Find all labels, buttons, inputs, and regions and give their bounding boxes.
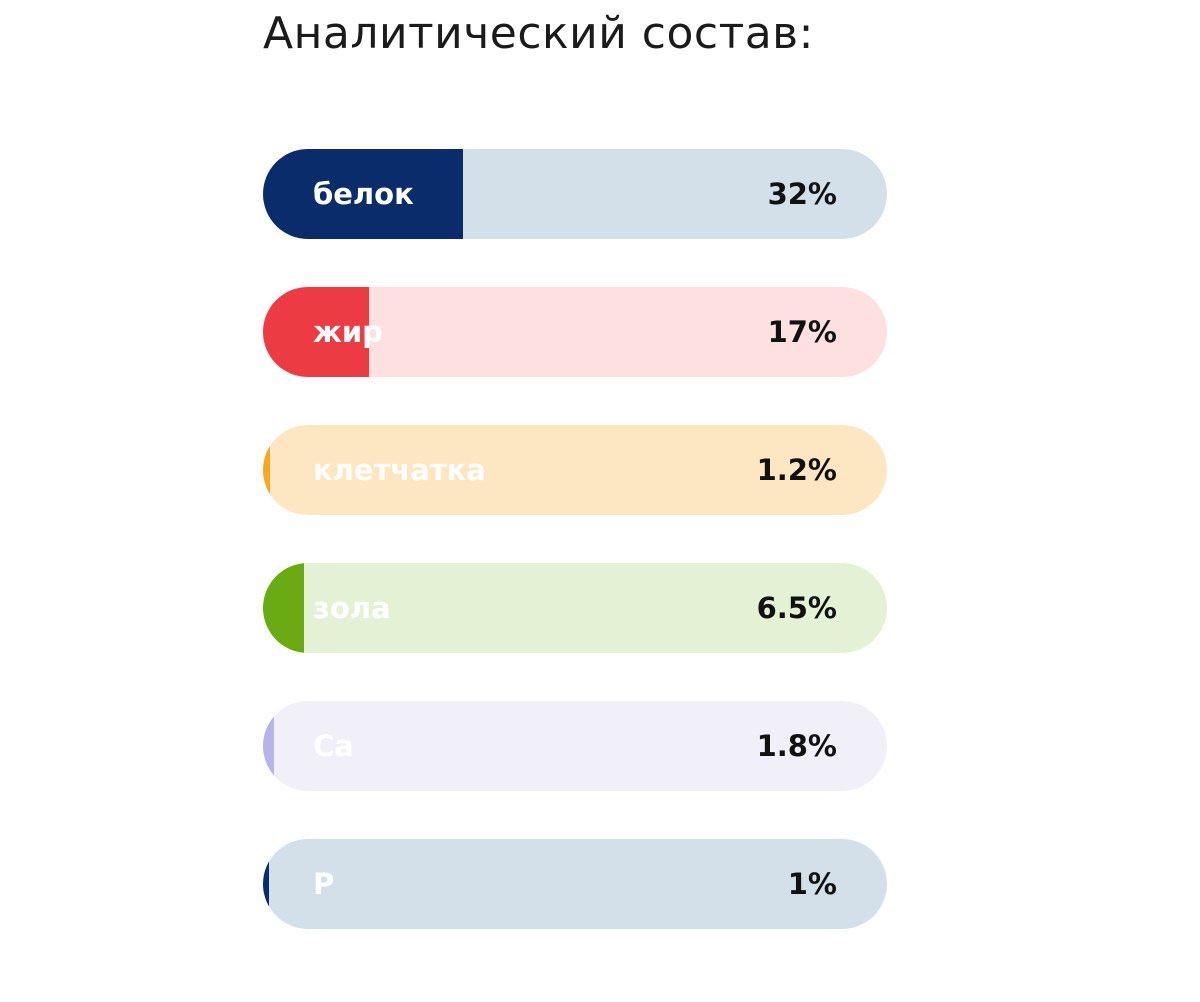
bar-value: 17% <box>767 315 837 349</box>
bar-value: 1% <box>787 867 837 901</box>
bar-fill <box>263 839 269 929</box>
bar-label: клетчатка <box>313 453 486 487</box>
bar-fill <box>263 701 274 791</box>
bar-fill <box>263 425 270 515</box>
bar-value: 1.8% <box>756 729 837 763</box>
bar-label: P <box>313 867 335 901</box>
chart-title: Аналитический состав: <box>263 8 814 59</box>
bar-row: P 1% <box>263 839 887 929</box>
bar-list: белок 32% жир 17% клетчатка 1.2% зола 6.… <box>263 149 887 977</box>
bar-value: 6.5% <box>756 591 837 625</box>
bar-label: жир <box>313 315 383 349</box>
bar-row: Ca 1.8% <box>263 701 887 791</box>
bar-row: клетчатка 1.2% <box>263 425 887 515</box>
bar-label: белок <box>313 177 414 211</box>
bar-fill <box>263 287 369 377</box>
bar-label: зола <box>313 591 391 625</box>
bar-value: 32% <box>767 177 837 211</box>
bar-row: жир 17% <box>263 287 887 377</box>
bar-row: зола 6.5% <box>263 563 887 653</box>
bar-fill <box>263 149 463 239</box>
bar-fill <box>263 563 304 653</box>
bar-label: Ca <box>313 729 354 763</box>
bar-value: 1.2% <box>756 453 837 487</box>
bar-row: белок 32% <box>263 149 887 239</box>
